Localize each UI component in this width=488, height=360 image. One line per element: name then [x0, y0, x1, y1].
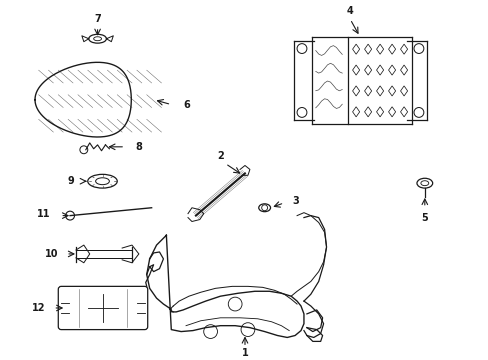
Text: 10: 10 [45, 249, 58, 259]
Text: 4: 4 [346, 6, 353, 16]
Text: 11: 11 [37, 209, 50, 219]
Text: 7: 7 [94, 14, 101, 24]
Text: 9: 9 [67, 176, 74, 186]
Text: 8: 8 [135, 142, 142, 152]
Text: 5: 5 [421, 212, 427, 222]
Text: 2: 2 [217, 151, 224, 161]
Text: 1: 1 [241, 348, 248, 358]
Text: 6: 6 [183, 100, 189, 109]
Text: 3: 3 [291, 196, 298, 206]
Text: 12: 12 [32, 303, 45, 313]
